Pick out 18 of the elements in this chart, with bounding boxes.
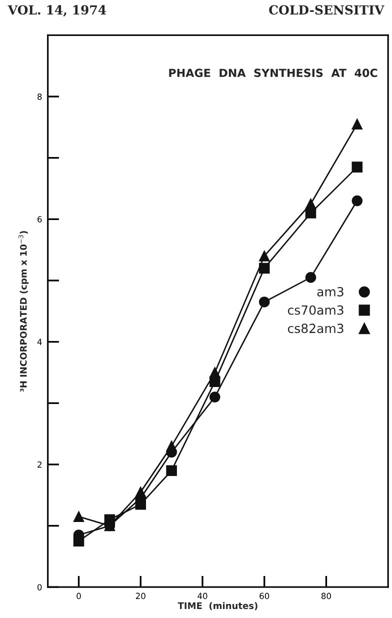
text: VOL. 14, 1974 — [8, 5, 106, 17]
x-tick-label: 40 — [198, 592, 208, 600]
legend-label: cs70am3 — [288, 305, 344, 315]
legend-label: cs82am3 — [288, 324, 344, 334]
y-tick-label: 0 — [38, 584, 42, 590]
text: COLD-SENSITIV — [269, 5, 384, 15]
y-tick-label: 8 — [38, 94, 42, 100]
y-tick-label: 4 — [37, 338, 42, 345]
x-tick-label: 60 — [260, 592, 270, 600]
x-tick-label: 80 — [321, 592, 331, 600]
text: PHAGE DNA SYNTHESIS AT 40C — [169, 68, 378, 78]
x-axis-title: TIME (minutes) — [178, 602, 258, 610]
y-tick-label: 2 — [38, 461, 42, 468]
x-tick-label: 0 — [76, 592, 81, 600]
legend-label: am3 — [317, 286, 344, 296]
x-tick-label: 20 — [136, 592, 146, 600]
y-axis-title: ³H INCORPORATED (cpm x 10$^{−3}$) — [18, 231, 29, 392]
y-tick-label: 6 — [38, 216, 42, 222]
